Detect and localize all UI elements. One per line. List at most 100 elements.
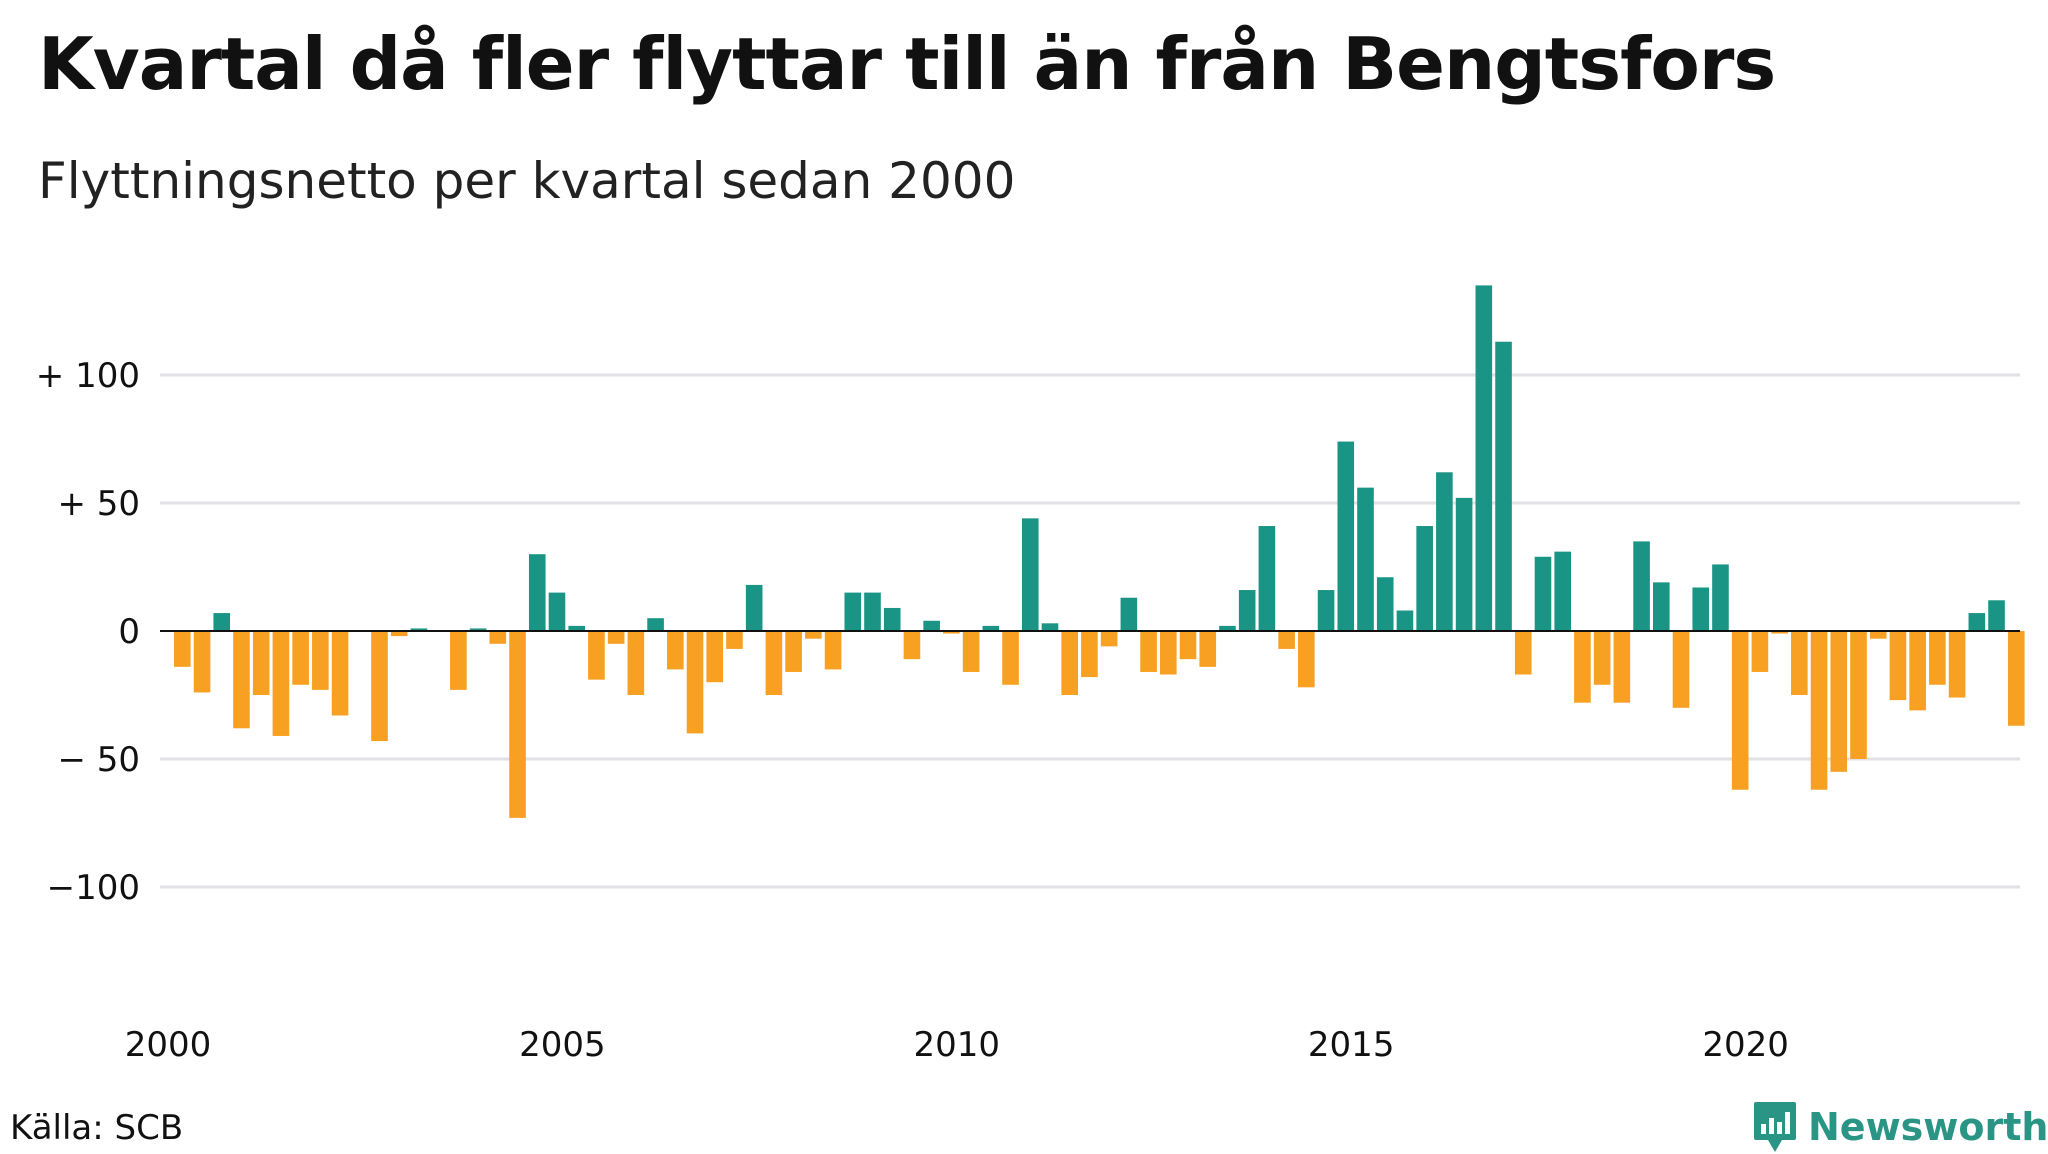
bar [174,631,191,667]
bar [1140,631,1157,672]
bar [903,631,921,660]
bar [962,631,980,672]
bar [1653,582,1670,631]
bar [548,592,566,631]
bar [982,625,1000,631]
bar [213,613,231,631]
bar [765,631,783,695]
bar [371,631,388,742]
bar [1278,631,1295,649]
bar [1021,518,1039,631]
bar [627,631,645,695]
bar [1889,631,1907,701]
y-tick-label: 0 [118,612,140,652]
bar [607,631,625,644]
bar [272,631,290,736]
y-tick-label: + 50 [57,484,140,524]
bar [943,631,960,634]
newsworthy-logo-icon [1754,1102,1796,1152]
bar [1909,631,1926,711]
bar [469,628,487,631]
bar [923,620,940,631]
bar [410,628,428,631]
bar [1593,631,1611,685]
bar [883,607,901,631]
bar [193,631,211,693]
chart-title: Kvartal då fler flyttar till än från Ben… [38,22,1776,106]
x-tick-label: 2020 [1702,1025,1789,1065]
bar [647,618,664,631]
brand-logo: Newsworthy [1752,1100,2048,1154]
bar [1830,631,1848,772]
bar [1968,613,1986,631]
bar [1357,487,1374,631]
bar [390,631,408,637]
bar [706,631,724,683]
bar [1455,497,1473,631]
bar [1672,631,1690,708]
bar [805,631,822,639]
bar [1337,441,1355,631]
bar [785,631,802,672]
bar [1160,631,1177,675]
bar [1554,551,1571,631]
bar [1948,631,1966,698]
bar [1396,610,1414,631]
bar [1416,526,1433,631]
bar [1376,577,1394,631]
y-axis-ticks: + 100 + 50 0 − 50 −100 [36,356,140,908]
bar [1179,631,1197,660]
bar [1692,587,1710,631]
bar [667,631,684,670]
bar [1850,631,1867,759]
x-tick-label: 2000 [125,1025,212,1065]
bar [1791,631,1808,695]
bar [1317,590,1335,631]
bar [824,631,842,670]
source-note: Källa: SCB [10,1108,184,1148]
bar [1810,631,1828,790]
bar [252,631,270,695]
x-tick-label: 2005 [519,1025,606,1065]
bar [1041,623,1059,631]
bar [864,592,881,631]
bar [1869,631,1887,639]
bar [1298,631,1315,688]
chart-subtitle: Flyttningsnetto per kvartal sedan 2000 [38,152,1016,210]
bar [1514,631,1532,675]
bar [1436,472,1453,631]
bar [844,592,862,631]
x-axis-ticks: 2000 2005 2010 2015 2020 [125,1025,1789,1065]
bar [726,631,743,649]
bar [233,631,250,729]
bar [1061,631,1078,695]
bar-chart: + 100 + 50 0 − 50 −100 2000 2005 2010 2015 2020 [36,285,2025,1065]
bar [1475,285,1493,631]
bar [312,631,329,690]
bar [1219,625,1236,631]
bar [1534,556,1552,631]
bar [1929,631,1946,685]
bar [1100,631,1118,647]
bar [1712,564,1729,631]
bar [686,631,704,734]
x-tick-label: 2015 [1308,1025,1395,1065]
bar [588,631,605,680]
brand-name: Newsworthy [1808,1105,2048,1149]
bar [1988,600,2005,631]
bar [1731,631,1749,790]
bar [568,625,585,631]
bar [450,631,467,690]
bars [174,285,2025,818]
bar [1081,631,1098,678]
bar [1258,526,1276,631]
y-tick-label: + 100 [36,356,140,396]
bar [1613,631,1631,703]
bar [1120,597,1138,631]
y-tick-label: − 50 [57,740,140,780]
bar [528,554,546,631]
bar [292,631,309,685]
bar [1574,631,1591,703]
bar [1199,631,1217,667]
bar [1238,590,1256,631]
